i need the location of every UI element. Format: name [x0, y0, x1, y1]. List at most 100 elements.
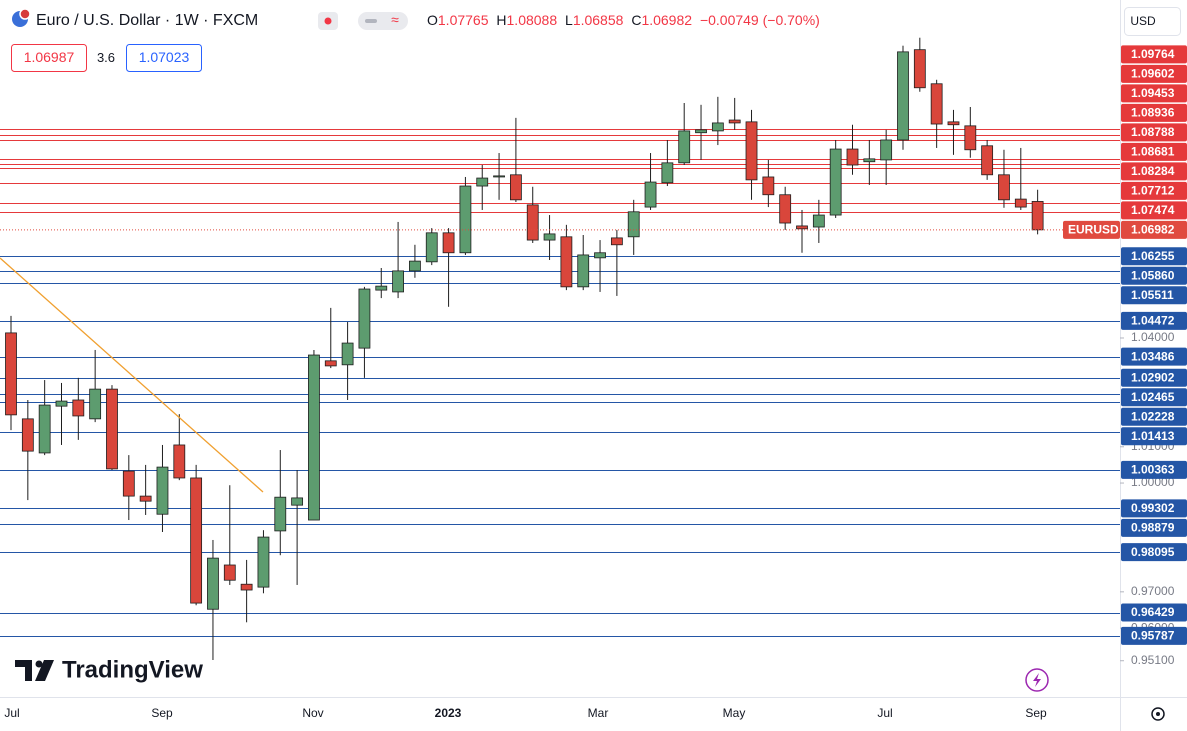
- symbol-flag: [19, 8, 31, 20]
- price-label-bg: [1121, 427, 1187, 446]
- candle-body: [240, 583, 253, 591]
- price-label: 1.07474: [1131, 203, 1175, 217]
- price-label-bg: [1121, 84, 1187, 103]
- trend-line: [0, 257, 264, 493]
- candle-body: [341, 342, 354, 366]
- candle-body: [55, 400, 68, 407]
- candle-body: [139, 495, 152, 502]
- legend-key: C: [631, 12, 641, 28]
- bid-price: 1.06987: [24, 49, 75, 65]
- candle-body: [425, 232, 438, 263]
- price-label: 1.08788: [1131, 125, 1175, 139]
- candle-body: [291, 497, 304, 506]
- price-label-bg: [1121, 499, 1187, 518]
- price-label: 1.05511: [1131, 288, 1174, 302]
- y-tick-label: 1.04000: [1131, 330, 1175, 344]
- price-label-bg: [1121, 368, 1187, 387]
- price-label-bg: [1121, 123, 1187, 142]
- status-icon: ≈: [391, 12, 399, 28]
- legend-key: L: [565, 12, 573, 28]
- candle-body: [627, 211, 640, 238]
- candle-body: [257, 536, 270, 588]
- currency-label: USD: [1130, 14, 1156, 28]
- price-label: 1.01413: [1131, 429, 1175, 443]
- candle-body: [324, 360, 337, 367]
- candle-body: [308, 354, 320, 521]
- price-label: 1.05860: [1131, 268, 1175, 282]
- price-label-bg: [1121, 45, 1187, 64]
- price-label: 1.03486: [1131, 349, 1175, 363]
- candle-body: [897, 51, 909, 141]
- price-label: 1.06982: [1131, 223, 1175, 237]
- legend-value: 1.08088: [507, 12, 558, 28]
- candle-body: [5, 332, 17, 416]
- candle-body: [644, 181, 657, 208]
- y-tick-label: 0.95100: [1131, 653, 1175, 667]
- candle-body: [846, 148, 859, 166]
- legend-change: −0.00749 (−0.70%): [700, 12, 820, 28]
- candle-body: [38, 404, 51, 454]
- buy-button[interactable]: [126, 44, 202, 72]
- candle-body: [122, 470, 135, 497]
- price-label: 1.02902: [1131, 370, 1175, 384]
- candle-body: [947, 121, 960, 126]
- candle-body: [89, 388, 102, 420]
- candle-body: [863, 158, 876, 163]
- candle-body: [829, 148, 842, 216]
- candle-body: [964, 125, 977, 151]
- price-label: 1.04472: [1131, 314, 1175, 328]
- status-pill[interactable]: [358, 12, 408, 30]
- candle-body: [375, 285, 388, 291]
- candle-body: [190, 477, 203, 604]
- spread: 3.6: [97, 50, 115, 65]
- price-label: 0.95787: [1131, 628, 1175, 642]
- candle-body: [577, 254, 590, 288]
- legend-value: 1.06858: [573, 12, 624, 28]
- candle-body: [728, 119, 741, 124]
- candle-body: [1031, 201, 1044, 231]
- candle-body: [695, 129, 707, 134]
- legend-value: 1.06982: [641, 12, 692, 28]
- candle-body: [409, 260, 421, 272]
- symbol-tag: EURUSD: [1068, 223, 1119, 237]
- candle-body: [72, 399, 85, 417]
- logo: TradingView: [15, 656, 203, 683]
- candle-body: [779, 194, 792, 224]
- candle-body: [661, 162, 674, 184]
- candle-body: [594, 252, 606, 259]
- candle-body: [711, 122, 724, 132]
- currency-button[interactable]: [1124, 7, 1181, 36]
- candle-body: [207, 557, 219, 610]
- candle-body: [509, 174, 522, 201]
- x-tick-label: 2023: [435, 706, 462, 720]
- candle-body: [21, 418, 34, 452]
- sell-button[interactable]: [11, 44, 87, 72]
- price-label-bg: [1121, 181, 1187, 200]
- candle-body: [392, 270, 404, 293]
- price-label: 0.98879: [1131, 521, 1175, 535]
- price-label-bg: [1121, 103, 1187, 122]
- settings-button[interactable]: [1151, 707, 1165, 721]
- price-label-bg: [1121, 407, 1187, 426]
- logo-icon: [35, 660, 54, 681]
- price-label: 0.98095: [1131, 545, 1175, 559]
- settings-icon: [1156, 712, 1160, 716]
- legend-key: O: [427, 12, 438, 28]
- price-label-bg: [1121, 64, 1187, 83]
- price-label: 1.08284: [1131, 164, 1175, 178]
- price-label-bg: [1121, 162, 1187, 181]
- price-label-bg: [1121, 543, 1187, 562]
- candle-body: [274, 496, 287, 532]
- price-label: 1.02228: [1131, 409, 1175, 423]
- x-tick-label: Jul: [877, 706, 892, 720]
- ohlc-legend: O1.07765 H1.08088 L1.06858 C1.06982 −0.0…: [427, 12, 820, 28]
- status-icon: [365, 19, 377, 23]
- alert-icon: [1033, 673, 1041, 687]
- candle-body: [880, 139, 893, 161]
- logo-text: TradingView: [62, 656, 203, 683]
- symbol-title[interactable]: Euro / U.S. Dollar · 1W · FXCM: [36, 12, 258, 29]
- candle-body: [1014, 198, 1027, 208]
- x-tick-label: Jul: [4, 706, 19, 720]
- price-label-bg: [1121, 347, 1187, 366]
- price-label-bg: [1121, 518, 1187, 537]
